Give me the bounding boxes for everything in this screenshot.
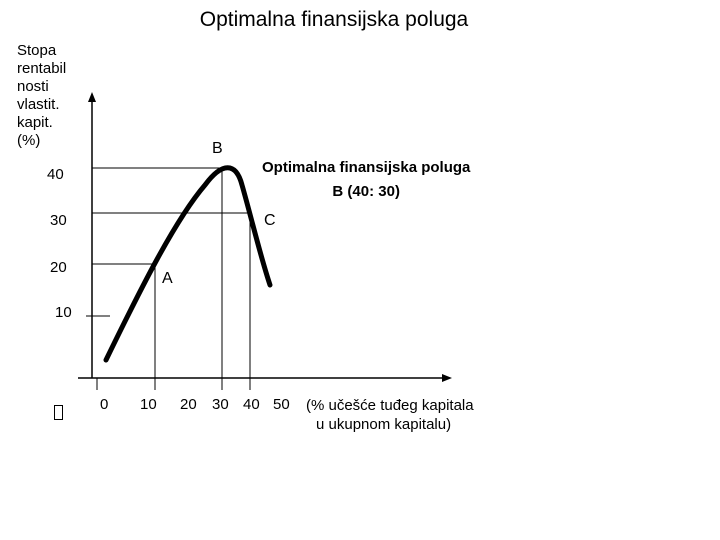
x-tick-40: 40 [243,396,260,413]
placeholder-glyph-icon [54,405,63,420]
x-axis-label: (% učešće tuđeg kapitala u ukupnom kapit… [306,397,474,433]
x-tick-20: 20 [180,396,197,413]
y-tick-30: 30 [50,212,67,229]
y-axis-label: Stopa rentabil nosti vlastit. kapit. (%) [17,42,67,149]
y-axis-arrow [88,92,96,102]
x-tick-10: 10 [140,396,157,413]
x-tick-50: 50 [273,396,290,413]
y-tick-20: 20 [50,259,67,276]
diagram-title: Optimalna finansijska poluga [199,8,469,31]
point-label-a: A [162,270,173,287]
point-label-b: B [212,140,223,157]
optimum-annotation: Optimalna finansijska poluga B (40: 30) [262,159,471,200]
point-label-c: C [264,212,276,229]
x-axis-arrow [442,374,452,382]
x-tick-0: 0 [100,396,109,413]
x-tick-30: 30 [212,396,229,413]
y-tick-10: 10 [55,304,72,321]
leverage-curve [103,165,273,363]
y-tick-40: 40 [47,166,64,183]
